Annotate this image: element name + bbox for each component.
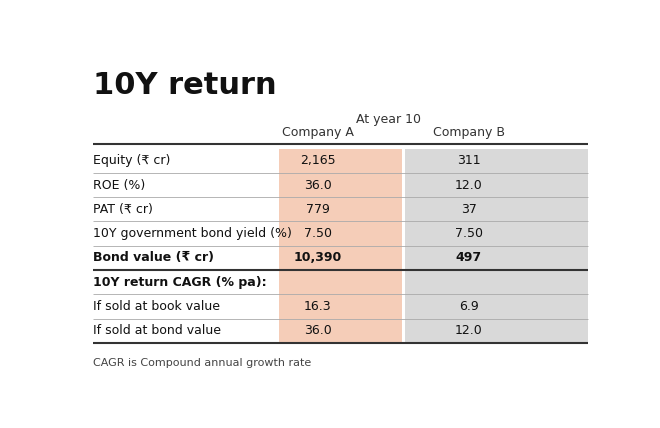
Bar: [405, 149, 588, 173]
Text: Company A: Company A: [282, 126, 354, 139]
Text: 37: 37: [461, 203, 477, 216]
Text: 12.0: 12.0: [455, 324, 482, 337]
Bar: [279, 270, 402, 294]
Bar: [405, 222, 588, 246]
Text: If sold at book value: If sold at book value: [92, 300, 220, 313]
Bar: [405, 197, 588, 222]
Text: Bond value (₹ cr): Bond value (₹ cr): [92, 252, 214, 265]
Text: CAGR is Compound annual growth rate: CAGR is Compound annual growth rate: [92, 358, 311, 368]
Bar: [279, 173, 402, 197]
Text: If sold at bond value: If sold at bond value: [92, 324, 220, 337]
Bar: [405, 173, 588, 197]
Text: 2,165: 2,165: [300, 154, 335, 167]
Bar: [405, 270, 588, 294]
Bar: [405, 246, 588, 270]
Text: 10,390: 10,390: [294, 252, 342, 265]
Bar: [279, 246, 402, 270]
Text: 10Y return CAGR (% pa):: 10Y return CAGR (% pa):: [92, 276, 267, 289]
Bar: [279, 294, 402, 319]
Text: 12.0: 12.0: [455, 178, 482, 192]
Text: 497: 497: [455, 252, 482, 265]
Text: PAT (₹ cr): PAT (₹ cr): [92, 203, 152, 216]
Text: 779: 779: [306, 203, 330, 216]
Text: 36.0: 36.0: [304, 178, 332, 192]
Text: 16.3: 16.3: [304, 300, 331, 313]
Bar: [279, 319, 402, 343]
Text: Equity (₹ cr): Equity (₹ cr): [92, 154, 170, 167]
Bar: [279, 149, 402, 173]
Bar: [279, 222, 402, 246]
Bar: [405, 319, 588, 343]
Bar: [279, 197, 402, 222]
Text: 7.50: 7.50: [455, 227, 482, 240]
Text: ROE (%): ROE (%): [92, 178, 145, 192]
Text: Company B: Company B: [433, 126, 505, 139]
Text: At year 10: At year 10: [356, 113, 420, 125]
Bar: [405, 294, 588, 319]
Text: 36.0: 36.0: [304, 324, 332, 337]
Text: 6.9: 6.9: [459, 300, 478, 313]
Text: 10Y government bond yield (%): 10Y government bond yield (%): [92, 227, 292, 240]
Text: 311: 311: [457, 154, 480, 167]
Text: 10Y return: 10Y return: [92, 71, 277, 100]
Text: 7.50: 7.50: [304, 227, 332, 240]
